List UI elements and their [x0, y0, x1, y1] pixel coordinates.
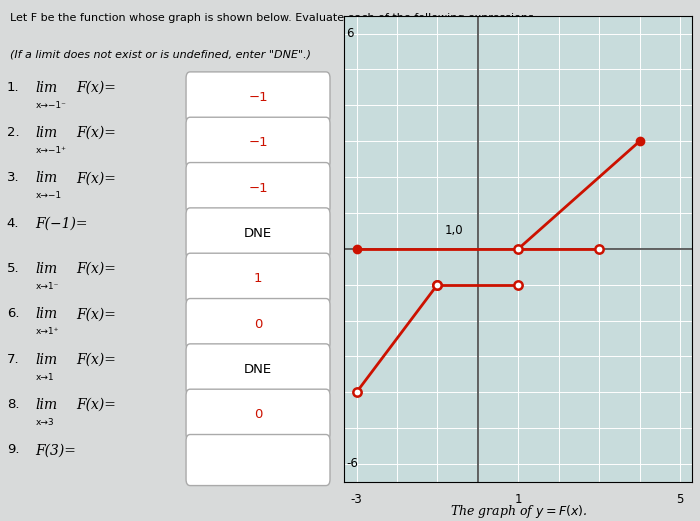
FancyBboxPatch shape [186, 117, 330, 168]
Text: x→1⁻: x→1⁻ [36, 282, 59, 291]
Text: x→1⁺: x→1⁺ [36, 327, 59, 336]
Text: x→−1⁺: x→−1⁺ [36, 146, 66, 155]
Text: 0: 0 [254, 408, 262, 421]
Text: Let F be the function whose graph is shown below. Evaluate each of the following: Let F be the function whose graph is sho… [10, 13, 538, 23]
FancyBboxPatch shape [186, 299, 330, 350]
Text: 1.: 1. [7, 81, 20, 94]
FancyBboxPatch shape [186, 208, 330, 259]
Text: −1: −1 [248, 182, 268, 194]
Text: lim: lim [36, 126, 58, 140]
Text: 1: 1 [514, 493, 522, 506]
Text: -6: -6 [346, 457, 358, 470]
Text: F(x)=: F(x)= [76, 398, 116, 412]
Text: 4.: 4. [7, 217, 20, 230]
Text: lim: lim [36, 171, 58, 185]
FancyBboxPatch shape [186, 389, 330, 440]
Text: 3.: 3. [7, 171, 20, 184]
Text: -3: -3 [351, 493, 363, 506]
Text: 1,0: 1,0 [445, 225, 463, 238]
Text: F(x)=: F(x)= [76, 81, 116, 95]
Text: x→1: x→1 [36, 373, 55, 381]
Text: F(x)=: F(x)= [76, 307, 116, 321]
Text: 5: 5 [676, 493, 684, 506]
Text: x→3: x→3 [36, 418, 55, 427]
Text: F(3)=: F(3)= [36, 443, 76, 457]
FancyBboxPatch shape [186, 253, 330, 304]
Text: 8.: 8. [7, 398, 20, 411]
Text: x→−1: x→−1 [36, 191, 62, 200]
Text: F(x)=: F(x)= [76, 126, 116, 140]
Text: (If a limit does not exist or is undefined, enter "DNE".): (If a limit does not exist or is undefin… [10, 49, 312, 59]
Text: DNE: DNE [244, 363, 272, 376]
Text: x→−1⁻: x→−1⁻ [36, 101, 66, 109]
Text: F(x)=: F(x)= [76, 262, 116, 276]
Text: 9.: 9. [7, 443, 20, 456]
Text: lim: lim [36, 353, 58, 367]
Text: F(−1)=: F(−1)= [36, 217, 88, 231]
Text: 2.: 2. [7, 126, 20, 139]
Text: lim: lim [36, 262, 58, 276]
Text: 0: 0 [254, 318, 262, 330]
Text: 1: 1 [254, 272, 262, 285]
Text: 6: 6 [346, 27, 354, 40]
Text: −1: −1 [248, 91, 268, 104]
Text: 5.: 5. [7, 262, 20, 275]
Text: F(x)=: F(x)= [76, 171, 116, 185]
Text: F(x)=: F(x)= [76, 353, 116, 367]
FancyBboxPatch shape [186, 163, 330, 214]
FancyBboxPatch shape [186, 72, 330, 123]
FancyBboxPatch shape [186, 344, 330, 395]
Text: 7.: 7. [7, 353, 20, 366]
Text: 6.: 6. [7, 307, 20, 320]
Text: lim: lim [36, 307, 58, 321]
Text: The graph of $y = F(x)$.: The graph of $y = F(x)$. [449, 503, 587, 520]
Text: lim: lim [36, 398, 58, 412]
Text: lim: lim [36, 81, 58, 95]
Text: DNE: DNE [244, 227, 272, 240]
Text: −1: −1 [248, 137, 268, 149]
FancyBboxPatch shape [186, 435, 330, 486]
